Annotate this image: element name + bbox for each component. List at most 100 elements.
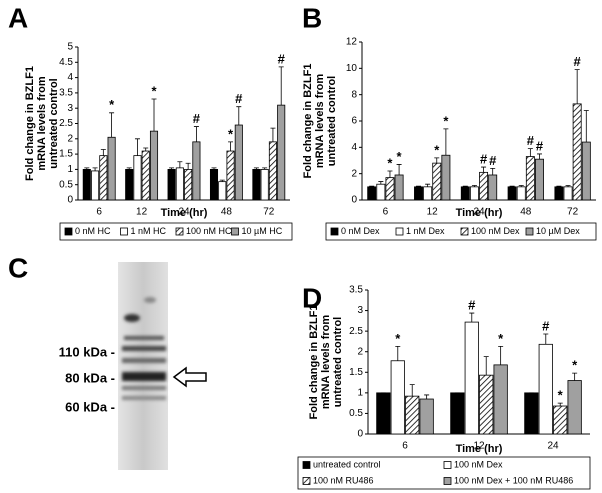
- legend-swatch: [443, 477, 452, 485]
- error-bar: [483, 356, 489, 376]
- bar: [99, 155, 108, 201]
- bar: [441, 154, 451, 201]
- bar: [414, 186, 423, 201]
- bar: [405, 395, 420, 435]
- y-tick-label: 2.5: [59, 118, 73, 129]
- y-axis-label: mRNA levels from: [36, 76, 48, 171]
- y-axis-label: untreated control: [326, 76, 338, 166]
- legend-label: 100 nM RU486: [313, 475, 374, 485]
- error-bar: [262, 167, 268, 170]
- x-tick-label: 48: [221, 207, 233, 218]
- y-axis-label: Fold change in BZLF1: [308, 305, 320, 420]
- y-axis-label: mRNA levels from: [314, 74, 326, 169]
- error-bar: [387, 170, 393, 178]
- y-tick-label: 0: [351, 195, 357, 206]
- legend-swatch: [64, 227, 73, 236]
- significance-mark: *: [572, 358, 578, 373]
- bar: [516, 186, 526, 201]
- error-bar: [84, 167, 90, 170]
- legend-label: 1 nM HC: [131, 226, 167, 236]
- bar: [149, 130, 159, 201]
- x-axis-label: Time (hr): [456, 443, 503, 455]
- legend-swatch: [302, 477, 311, 485]
- y-tick-label: 0: [67, 195, 73, 206]
- significance-mark: *: [498, 331, 504, 346]
- legend-label: untreated control: [313, 459, 381, 469]
- bar: [567, 380, 582, 435]
- blot-bands: [122, 297, 166, 400]
- error-bar: [443, 128, 449, 156]
- error-bar: [134, 138, 140, 156]
- x-tick-label: 12: [427, 207, 439, 218]
- legend-swatch: [443, 461, 452, 469]
- bar: [107, 136, 116, 201]
- significance-mark: #: [235, 91, 243, 106]
- error-bar: [211, 167, 217, 170]
- significance-mark: *: [109, 97, 115, 112]
- bar: [423, 186, 433, 201]
- error-bar: [583, 110, 589, 143]
- error-bar: [565, 185, 571, 187]
- bar: [469, 186, 479, 201]
- error-bar: [434, 157, 440, 164]
- legend-swatch: [525, 227, 534, 236]
- bar: [234, 124, 243, 201]
- error-bar: [498, 345, 504, 365]
- y-tick-label: 3.5: [59, 88, 73, 99]
- significance-mark: *: [558, 388, 564, 403]
- bar: [432, 162, 442, 201]
- legend-label: 100 nM Dex + 100 nM RU486: [454, 475, 573, 485]
- x-tick-label: 24: [178, 207, 190, 218]
- y-axis-label: Fold change in BZLF1: [302, 64, 314, 179]
- y-tick-label: 0.5: [349, 408, 363, 419]
- bar: [479, 374, 494, 435]
- y-axis-label: untreated control: [48, 78, 60, 168]
- error-bar: [490, 168, 496, 175]
- y-tick-label: 4.5: [59, 57, 73, 68]
- y-tick-label: 4: [351, 142, 357, 153]
- error-bar: [253, 167, 259, 170]
- y-tick-label: 0.5: [59, 179, 73, 190]
- y-axis-label: mRNA levels from: [320, 315, 332, 410]
- error-bar: [369, 185, 375, 187]
- error-bar: [228, 141, 234, 152]
- bar: [390, 360, 405, 435]
- panel-label: A: [8, 2, 28, 33]
- error-bar: [109, 112, 115, 138]
- bar: [376, 183, 386, 201]
- legend-label: 0 nM HC: [75, 226, 111, 236]
- bar: [460, 186, 470, 201]
- error-bar: [193, 126, 199, 142]
- error-bar: [471, 185, 477, 187]
- error-bar: [416, 185, 422, 187]
- error-bar: [169, 167, 175, 170]
- error-bar: [574, 69, 580, 104]
- y-tick-label: 1: [67, 164, 73, 175]
- y-tick-label: 3: [357, 305, 363, 316]
- significance-mark: #: [468, 297, 476, 312]
- error-bar: [527, 148, 533, 157]
- bar: [141, 150, 150, 201]
- significance-mark: *: [228, 126, 234, 141]
- error-bar: [151, 98, 157, 132]
- y-tick-label: 10: [346, 63, 358, 74]
- error-bar: [236, 106, 242, 126]
- error-bar: [100, 149, 106, 156]
- error-bar: [126, 167, 132, 170]
- y-tick-label: 2: [67, 133, 73, 144]
- bar: [563, 186, 573, 201]
- legend-swatch: [302, 461, 311, 469]
- bar: [525, 156, 535, 201]
- significance-mark: #: [193, 111, 201, 126]
- blot-lane: [118, 262, 168, 470]
- y-tick-label: 3.5: [349, 285, 363, 296]
- y-tick-label: 1: [357, 387, 363, 398]
- bar: [419, 398, 434, 435]
- legend-swatch: [120, 227, 128, 236]
- bar: [252, 168, 261, 201]
- significance-mark: *: [395, 331, 401, 346]
- significance-mark: #: [480, 152, 488, 167]
- bar: [385, 177, 395, 201]
- y-tick-label: 2.5: [349, 326, 363, 337]
